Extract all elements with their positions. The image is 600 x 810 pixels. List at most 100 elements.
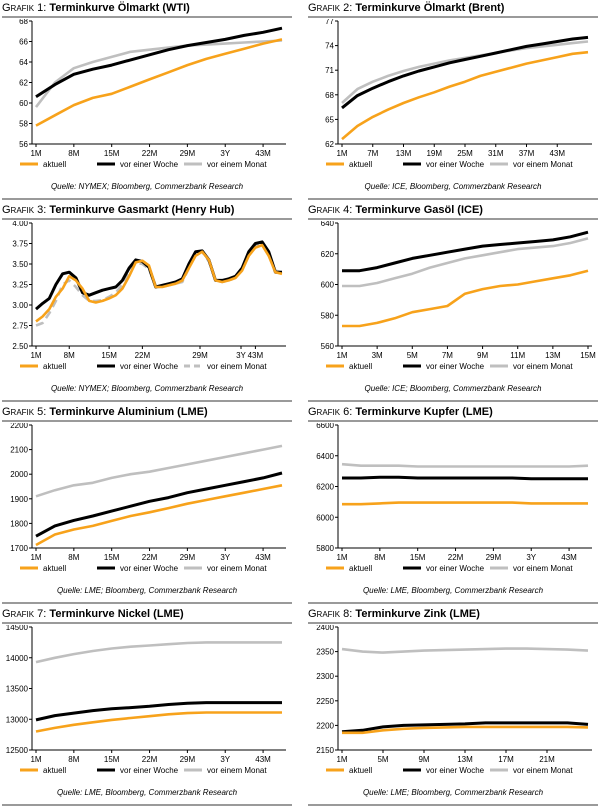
x-tick-label: 15M — [104, 553, 120, 562]
y-tick-label: 14000 — [6, 654, 29, 663]
legend-label: vor einer Woche — [426, 362, 485, 371]
x-tick-label: 43M — [549, 149, 565, 158]
y-tick-label: 6400 — [316, 452, 334, 461]
y-tick-label: 13000 — [6, 715, 29, 724]
legend-label: vor einem Monat — [207, 362, 267, 371]
y-tick-label: 5800 — [316, 544, 334, 553]
divider — [308, 198, 598, 200]
x-tick-label: 29M — [486, 553, 502, 562]
divider — [308, 400, 598, 402]
divider — [308, 622, 598, 624]
chart-panel-aluminium: Grafik 5: Terminkurve Aluminium (LME) 17… — [2, 406, 292, 608]
legend-label: vor einer Woche — [120, 362, 179, 371]
x-tick-label: 1M — [336, 755, 347, 764]
x-tick-label: 15M — [101, 351, 117, 360]
y-tick-label: 13500 — [6, 685, 29, 694]
y-tick-label: 3.25 — [12, 281, 28, 290]
chart-plot: 62 65 68 71 74 77 1M 7M 13M 19M 25M 31M 37M 43M aktuel… — [325, 19, 592, 169]
y-tick-label: 62 — [325, 140, 334, 149]
y-tick-label: 74 — [325, 42, 334, 51]
source-note: Quelle: LME, Bloomberg, Commerzbank Rese… — [56, 788, 238, 797]
x-tick-label: 3Y — [220, 149, 230, 158]
divider — [2, 16, 292, 18]
legend-label: vor einer Woche — [426, 564, 485, 573]
chart-title: Grafik 3: Terminkurve Gasmarkt (Henry Hu… — [2, 204, 235, 216]
y-tick-label: 65 — [325, 115, 334, 124]
x-tick-label: 43M — [255, 149, 271, 158]
x-tick-label: 31M — [488, 149, 504, 158]
divider — [2, 622, 292, 624]
y-tick-label: 2100 — [10, 446, 28, 455]
divider — [308, 804, 598, 806]
x-tick-label: 8M — [68, 149, 79, 158]
x-tick-label: 13M — [396, 149, 412, 158]
series-line-aktuell — [342, 269, 589, 328]
chart-title: Grafik 8: Terminkurve Zink (LME) — [308, 608, 480, 620]
x-tick-label: 3Y — [220, 553, 230, 562]
x-tick-label: 29M — [180, 553, 196, 562]
y-tick-label: 1700 — [10, 544, 28, 553]
series-line-woche — [35, 701, 282, 722]
chart-plot: 1700 1800 1900 2000 2100 2200 1M 8M 15M 22M 29M 3Y 4… — [10, 423, 286, 573]
x-tick-label: 22M — [448, 553, 464, 562]
legend-label: aktuell — [349, 160, 372, 169]
series-line-aktuell — [342, 725, 589, 735]
y-tick-label: 3.50 — [12, 260, 28, 269]
source-note: Quelle: LME, Bloomberg, Commerzbank Rese… — [362, 586, 544, 595]
x-tick-label: 8M — [68, 755, 79, 764]
x-tick-label: 22M — [135, 351, 151, 360]
series-line-woche — [35, 26, 283, 99]
chart-title: Grafik 4: Terminkurve Gasöl (ICE) — [308, 204, 483, 216]
legend-label: aktuell — [349, 362, 372, 371]
x-tick-label: 43M — [561, 553, 577, 562]
x-tick-label: 22M — [142, 553, 158, 562]
x-tick-label: 1M — [336, 149, 347, 158]
chart-panel-kupfer: Grafik 6: Terminkurve Kupfer (LME) 5800 6… — [308, 406, 598, 608]
x-tick-label: 7M — [367, 149, 378, 158]
x-tick-label: 43M — [255, 553, 271, 562]
x-tick-label: 9M — [418, 755, 429, 764]
legend-label: vor einer Woche — [426, 766, 485, 775]
chart-panel-brent: Grafik 2: Terminkurve Ölmarkt (Brent) 62… — [308, 2, 598, 204]
series-line-monat — [35, 641, 282, 664]
chart-plot: 56 58 60 62 64 66 68 1M 8M 15M 22M 29M 3Y 43M aktuell v… — [19, 19, 286, 169]
x-tick-label: 1M — [336, 351, 347, 360]
y-tick-label: 620 — [321, 250, 335, 259]
x-tick-label: 15M — [104, 149, 120, 158]
x-tick-label: 22M — [142, 755, 158, 764]
y-tick-label: 12500 — [6, 746, 29, 755]
y-tick-label: 77 — [325, 19, 334, 26]
legend-label: vor einem Monat — [513, 362, 573, 371]
divider — [308, 420, 598, 422]
series-line-woche — [342, 475, 588, 481]
chart-plot: 560 580 600 620 640 1M 3M 5M 7M 9M 11M 13M 15M aktuel… — [321, 221, 596, 371]
chart-plot: 12500 13000 13500 14000 14500 1M 8M 15M 22M 29M 3Y… — [6, 625, 286, 775]
x-tick-label: 15M — [410, 553, 426, 562]
chart-plot: 2.50 2.75 3.00 3.25 3.50 3.75 4.00 1M 8M 15M 22M 29… — [12, 221, 286, 371]
series-line-aktuell — [35, 243, 283, 323]
x-tick-label: 1M — [30, 553, 41, 562]
y-tick-label: 2150 — [316, 746, 334, 755]
series-line-monat — [342, 237, 589, 288]
x-tick-label: 43M — [248, 351, 264, 360]
legend-label: vor einem Monat — [207, 766, 267, 775]
y-tick-label: 3.75 — [12, 240, 28, 249]
chart-title: Grafik 5: Terminkurve Aluminium (LME) — [2, 406, 208, 418]
legend-label: aktuell — [43, 766, 66, 775]
y-tick-label: 71 — [325, 66, 334, 75]
divider — [308, 602, 598, 604]
chart-title: Grafik 7: Terminkurve Nickel (LME) — [2, 608, 184, 620]
x-tick-label: 1M — [30, 755, 41, 764]
x-tick-label: 8M — [64, 351, 75, 360]
divider — [2, 420, 292, 422]
series-line-monat — [341, 40, 589, 104]
series-line-aktuell — [35, 38, 283, 127]
x-tick-label: 13M — [457, 755, 473, 764]
legend-label: vor einem Monat — [513, 564, 573, 573]
y-tick-label: 2250 — [316, 697, 334, 706]
x-tick-label: 29M — [180, 755, 196, 764]
x-tick-label: 3Y — [236, 351, 246, 360]
legend-label: vor einem Monat — [207, 564, 267, 573]
series-line-monat — [341, 647, 589, 654]
x-tick-label: 17M — [498, 755, 514, 764]
